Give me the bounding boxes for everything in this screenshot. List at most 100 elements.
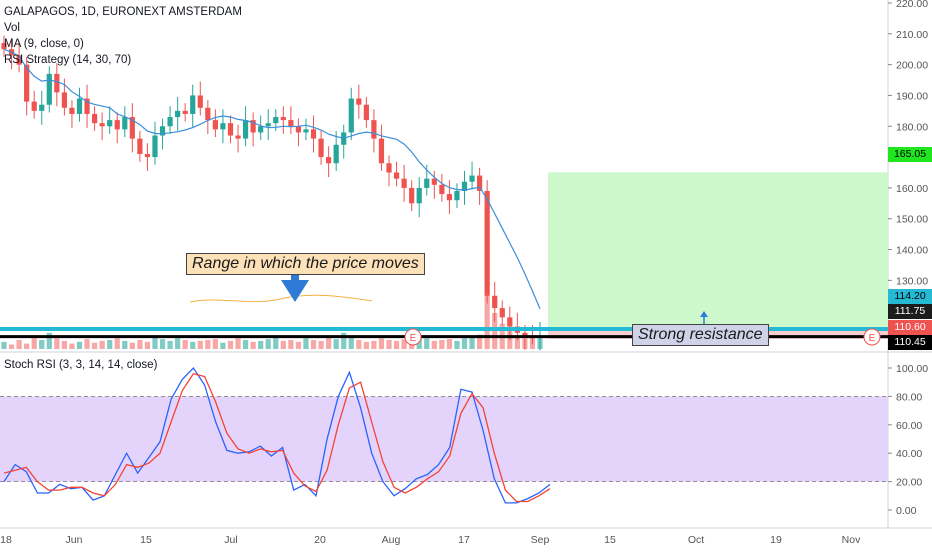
price-tag-last: 110.60: [888, 320, 932, 335]
candle-body: [499, 308, 505, 318]
volume-bar: [144, 341, 151, 349]
candle-body: [107, 120, 113, 127]
volume-bar: [250, 341, 256, 349]
candle-body: [326, 157, 332, 164]
legend-stoch: Stoch RSI (3, 3, 14, 14, close): [4, 357, 157, 373]
candle-body: [46, 73, 52, 105]
time-tick-label: 17: [458, 534, 470, 546]
volume-bar: [401, 339, 407, 349]
volume-bar: [69, 343, 75, 349]
volume-bar: [318, 340, 324, 349]
volume-bar: [461, 338, 468, 349]
volume-bar: [24, 343, 30, 349]
volume-bar: [288, 340, 294, 349]
legend-vol: Vol: [4, 22, 20, 34]
volume-bar: [424, 338, 430, 349]
volume-bar: [371, 340, 377, 349]
stoch-tick-label: 80.00: [896, 391, 922, 403]
volume-bar: [16, 340, 22, 349]
volume-bar: [341, 332, 347, 349]
legend-rsi-strategy: RSI Strategy (14, 30, 70): [4, 54, 132, 66]
candle-body: [303, 129, 309, 133]
ma-line: [3, 48, 541, 310]
price-tick-label: 140.00: [896, 245, 928, 257]
volume-bar: [439, 340, 445, 349]
volume-bar: [190, 341, 196, 349]
time-tick-label: 19: [770, 534, 782, 546]
volume-bar: [446, 339, 453, 349]
candle-body: [469, 175, 475, 182]
time-tick-label: Aug: [382, 534, 401, 546]
volume-bar: [107, 340, 113, 349]
price-tag-target: 165.05: [888, 147, 932, 162]
candle-body: [416, 187, 422, 204]
candle-body: [310, 129, 317, 139]
candle-body: [242, 120, 249, 139]
annotation-range-label[interactable]: Range in which the price moves: [186, 253, 425, 275]
volume-bar: [129, 342, 135, 349]
candle-body: [182, 110, 188, 114]
volume-bar: [265, 339, 271, 349]
candle-body: [114, 120, 120, 130]
candle-body: [175, 110, 181, 118]
candle-body: [492, 295, 498, 309]
earnings-marker-label: E: [869, 333, 876, 344]
volume-bar: [61, 340, 67, 349]
legend-main: GALAPAGOS, 1D, EURONEXT AMSTERDAM Vol MA…: [4, 4, 242, 68]
candle-body: [220, 123, 226, 130]
candle-body: [409, 187, 415, 204]
volume-bar: [393, 340, 400, 349]
candle-body: [454, 190, 460, 201]
candle-body: [54, 73, 60, 93]
candle-body: [484, 190, 490, 296]
candle-body: [295, 126, 302, 133]
candle-body: [250, 120, 256, 133]
volume-bar: [99, 340, 105, 349]
price-tick-label: 160.00: [896, 183, 928, 195]
volume-bar: [469, 336, 475, 349]
volume-bar: [212, 339, 218, 349]
candle-body: [212, 120, 218, 130]
stoch-tick-label: 0.00: [896, 505, 917, 517]
candle-body: [235, 135, 241, 139]
candle-body: [84, 98, 90, 114]
volume-bar: [1, 341, 7, 349]
price-tick-label: 190.00: [896, 90, 928, 102]
candle-body: [446, 194, 453, 201]
time-tick-label: Nov: [842, 534, 861, 546]
price-tick-label: 180.00: [896, 121, 928, 133]
volume-bar: [310, 340, 317, 349]
price-tick-label: 150.00: [896, 214, 928, 226]
volume-bar: [303, 338, 309, 349]
candle-body: [401, 178, 407, 188]
candle-body: [280, 117, 286, 121]
volume-bar: [76, 341, 83, 349]
candle-body: [205, 107, 211, 121]
stoch-d-line: [3, 372, 551, 503]
time-tick-label: Jun: [66, 534, 83, 546]
candle-body: [461, 181, 468, 191]
annotation-resistance-label[interactable]: Strong resistance: [632, 324, 769, 346]
candle-body: [265, 123, 271, 127]
candle-body: [159, 126, 166, 136]
volume-bar: [258, 340, 264, 349]
volume-bar: [31, 338, 37, 349]
candle-body: [393, 172, 400, 179]
candle-body: [91, 113, 98, 124]
volume-bar: [416, 337, 422, 349]
candle-body: [167, 117, 173, 127]
candle-body: [99, 123, 105, 127]
candle-body: [31, 101, 37, 111]
stoch-tick-label: 60.00: [896, 420, 922, 432]
legend-title: GALAPAGOS, 1D, EURONEXT AMSTERDAM: [4, 6, 242, 18]
volume-bar: [182, 340, 188, 349]
time-tick-label: 20: [314, 534, 326, 546]
stoch-tick-label: 100.00: [896, 363, 928, 375]
legend-ma: MA (9, close, 0): [4, 38, 84, 50]
earnings-marker: [404, 328, 422, 346]
candle-body: [197, 95, 203, 108]
volume-bar: [46, 332, 52, 349]
price-tag-last-label: 110.60: [894, 321, 926, 333]
